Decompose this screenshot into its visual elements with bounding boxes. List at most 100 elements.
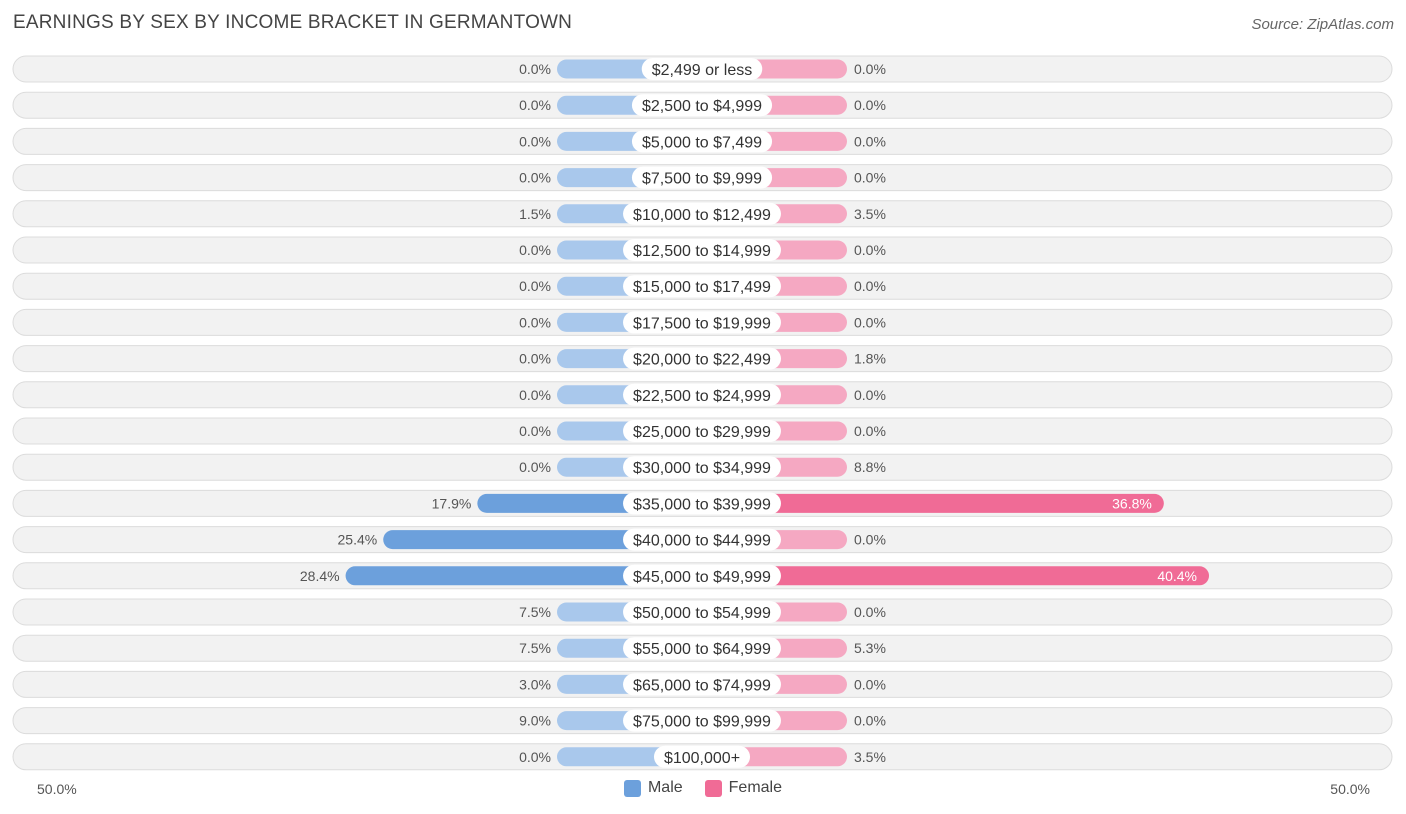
female-value-label: 0.0%: [854, 423, 886, 439]
chart-row: 0.0% 0.0% $22,500 to $24,999: [12, 381, 1393, 409]
category-pill: [623, 311, 781, 334]
category-pill: [623, 637, 781, 660]
female-value-label: 0.0%: [854, 97, 886, 113]
male-value-label: 0.0%: [519, 459, 551, 475]
category-label: $100,000+: [664, 750, 740, 767]
female-value-label: 3.5%: [854, 749, 886, 765]
category-pill: [653, 745, 751, 768]
category-label: $5,000 to $7,499: [642, 134, 762, 151]
male-value-label: 7.5%: [519, 640, 551, 656]
chart-source: Source: ZipAtlas.com: [1251, 16, 1394, 33]
category-pill: [623, 673, 781, 696]
category-pill: [623, 347, 781, 370]
legend-swatch-male: [623, 779, 641, 797]
female-value-label: 0.0%: [854, 676, 886, 692]
female-bar: [702, 566, 1210, 586]
category-label: $30,000 to $34,999: [633, 460, 771, 477]
chart-row: 0.0% 0.0% $7,500 to $9,999: [12, 164, 1393, 192]
category-label: $75,000 to $99,999: [633, 714, 771, 731]
category-label: $2,500 to $4,999: [642, 98, 762, 115]
female-value-label: 40.4%: [1157, 568, 1197, 584]
male-bar: [345, 566, 702, 586]
male-value-label: 7.5%: [519, 604, 551, 620]
chart-row: 0.0% 0.0% $2,500 to $4,999: [12, 91, 1393, 119]
male-value-label: 0.0%: [519, 97, 551, 113]
category-label: $2,499 or less: [652, 62, 753, 79]
female-value-label: 0.0%: [854, 170, 886, 186]
legend-label-female: Female: [728, 779, 783, 796]
category-label: $25,000 to $29,999: [633, 424, 771, 441]
male-value-label: 17.9%: [432, 495, 472, 511]
category-pill: [623, 492, 781, 515]
chart-row: 1.5% 3.5% $10,000 to $12,499: [12, 200, 1393, 228]
category-pill: [631, 166, 773, 189]
legend-label-male: Male: [647, 779, 683, 796]
chart-row: 0.0% 3.5% $100,000+: [12, 743, 1393, 771]
category-pill: [623, 239, 781, 261]
male-value-label: 1.5%: [519, 206, 551, 222]
category-pill: [623, 709, 781, 732]
female-value-label: 0.0%: [854, 604, 886, 620]
chart-row: 0.0% 0.0% $5,000 to $7,499: [12, 127, 1393, 155]
chart-row: 0.0% 0.0% $2,499 or less: [12, 55, 1393, 83]
category-label: $55,000 to $64,999: [633, 641, 771, 658]
legend-swatch-female: [704, 779, 722, 797]
chart-row: 28.4% 40.4% $45,000 to $49,999: [12, 562, 1393, 590]
chart-row: 0.0% 0.0% $12,500 to $14,999: [12, 236, 1393, 264]
chart-row: 25.4% 0.0% $40,000 to $44,999: [12, 526, 1393, 554]
category-pill: [623, 456, 781, 479]
category-label: $40,000 to $44,999: [633, 533, 771, 550]
female-bar: [702, 493, 1164, 513]
category-pill: [641, 58, 763, 80]
female-value-label: 0.0%: [854, 387, 886, 403]
male-value-label: 0.0%: [519, 387, 551, 403]
legend: Male Female: [0, 779, 1406, 797]
category-label: $22,500 to $24,999: [633, 388, 771, 405]
male-value-label: 0.0%: [519, 423, 551, 439]
axis-left-label: 50.0%: [37, 781, 77, 797]
chart-row: 17.9% 36.8% $35,000 to $39,999: [12, 489, 1393, 517]
category-pill: [623, 528, 781, 551]
male-bar: [383, 530, 702, 550]
category-pill: [623, 420, 781, 442]
chart-row: 0.0% 8.8% $30,000 to $34,999: [12, 453, 1393, 481]
chart-row: 9.0% 0.0% $75,000 to $99,999: [12, 707, 1393, 735]
category-pill: [623, 564, 781, 587]
female-value-label: 0.0%: [854, 713, 886, 729]
category-label: $35,000 to $39,999: [633, 496, 771, 513]
male-value-label: 0.0%: [519, 351, 551, 367]
legend-item-male: Male: [623, 779, 683, 797]
female-value-label: 0.0%: [854, 61, 886, 77]
female-value-label: 0.0%: [854, 133, 886, 149]
chart-row: 0.0% 0.0% $17,500 to $19,999: [12, 308, 1393, 336]
category-label: $7,500 to $9,999: [642, 171, 762, 188]
male-value-label: 0.0%: [519, 749, 551, 765]
female-value-label: 1.8%: [854, 351, 886, 367]
category-pill: [623, 601, 781, 623]
male-value-label: 3.0%: [519, 676, 551, 692]
category-label: $15,000 to $17,499: [633, 279, 771, 296]
category-pill: [623, 383, 781, 406]
category-pill: [623, 275, 781, 298]
male-value-label: 9.0%: [519, 713, 551, 729]
male-value-label: 0.0%: [519, 314, 551, 330]
female-value-label: 0.0%: [854, 242, 886, 258]
male-value-label: 0.0%: [519, 242, 551, 258]
chart-row: 0.0% 1.8% $20,000 to $22,499: [12, 345, 1393, 373]
female-value-label: 36.8%: [1112, 495, 1152, 511]
male-value-label: 25.4%: [338, 532, 378, 548]
category-label: $45,000 to $49,999: [633, 569, 771, 586]
female-value-label: 0.0%: [854, 532, 886, 548]
chart-title: EARNINGS BY SEX BY INCOME BRACKET IN GER…: [13, 12, 573, 33]
axis-right-label: 50.0%: [1330, 781, 1370, 797]
male-value-label: 0.0%: [519, 170, 551, 186]
male-value-label: 0.0%: [519, 133, 551, 149]
chart-row: 7.5% 0.0% $50,000 to $54,999: [12, 598, 1393, 626]
category-pill: [631, 130, 773, 153]
category-label: $20,000 to $22,499: [633, 352, 771, 369]
female-value-label: 5.3%: [854, 640, 886, 656]
category-label: $50,000 to $54,999: [633, 605, 771, 622]
chart-row: 0.0% 0.0% $15,000 to $17,499: [12, 272, 1393, 300]
female-value-label: 0.0%: [854, 278, 886, 294]
